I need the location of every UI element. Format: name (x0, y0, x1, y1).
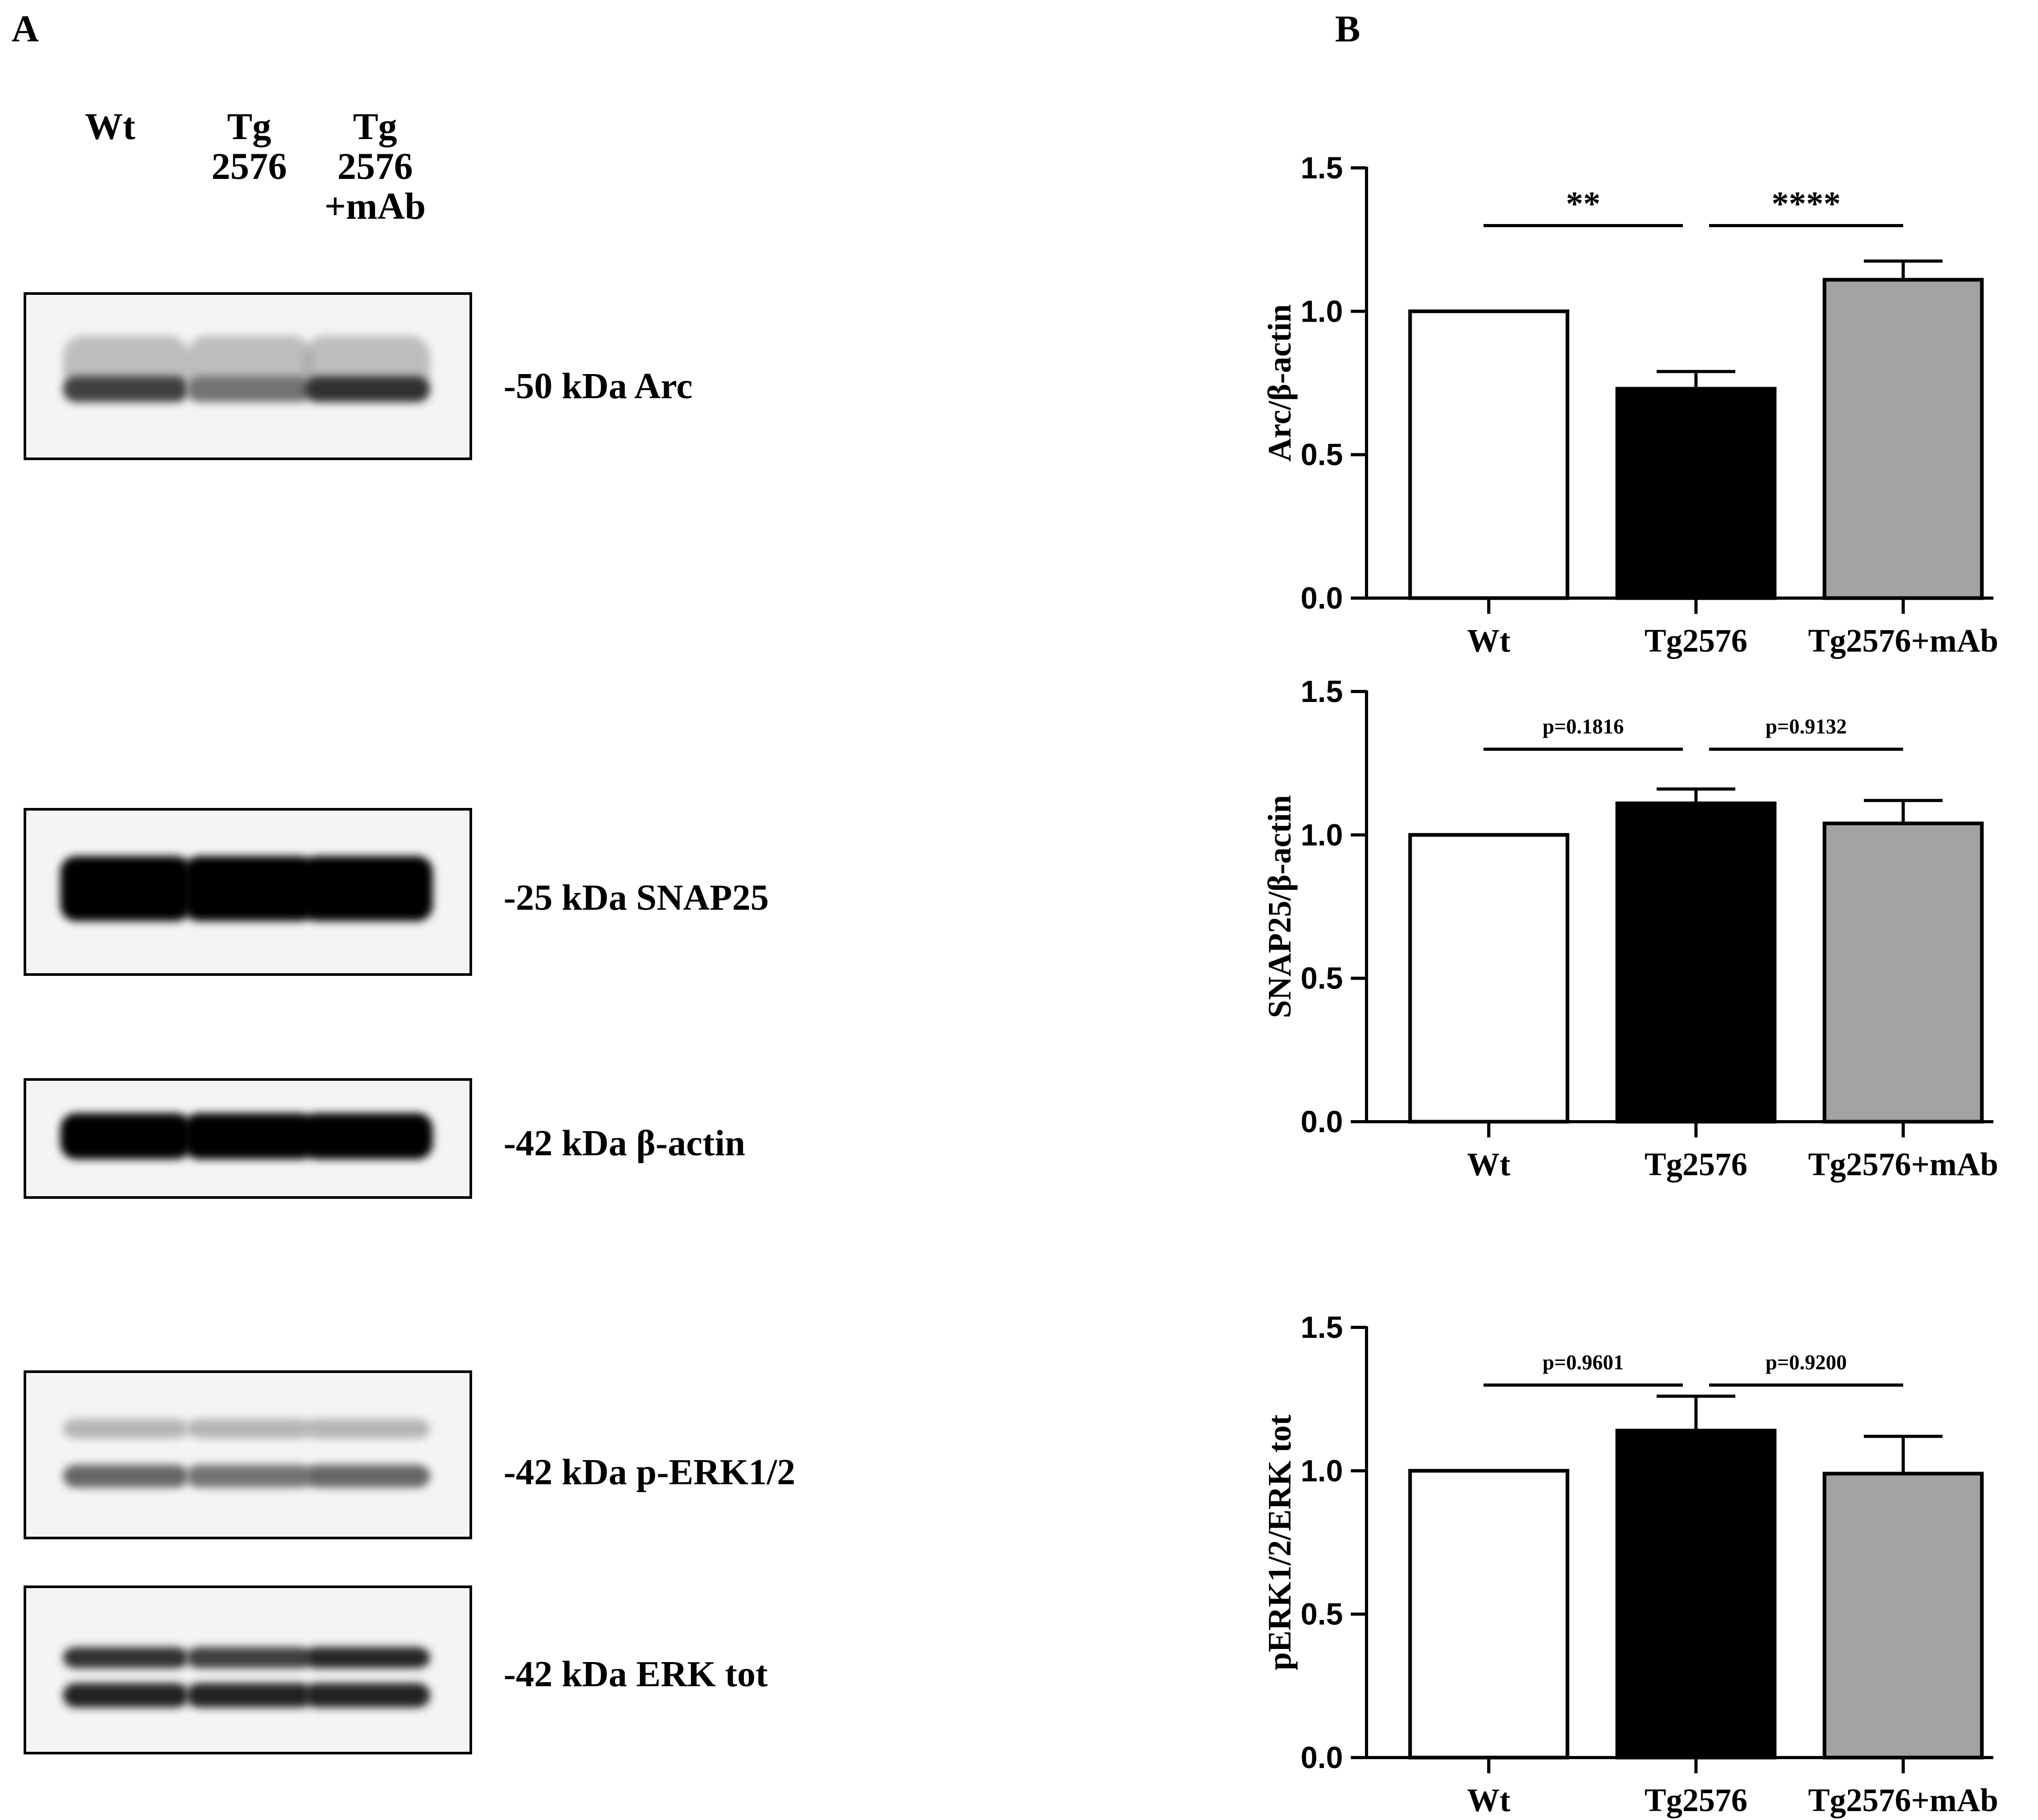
x-tick-label: Tg2576 (1645, 623, 1747, 659)
y-tick-label: 0.5 (1300, 438, 1343, 472)
bar (1408, 833, 1570, 1124)
blot-p-erk-bands (63, 1419, 430, 1488)
blot-band-upper (63, 1647, 189, 1668)
blot-band (60, 1113, 191, 1159)
x-tick-label: Tg2576+mAb (1808, 1783, 1999, 1818)
blot-band (60, 856, 191, 921)
chart-1: 0.0 0.5 1.0 1.5 Arc/β-actin Wt Tg2576 Tg2576+mA… (1262, 151, 1998, 659)
blot-band (63, 1683, 189, 1708)
blot-band-upper (63, 1419, 189, 1439)
y-tick-label: 0.0 (1300, 1105, 1343, 1139)
y-tick-label: 0.0 (1300, 1741, 1343, 1775)
blot-band (63, 376, 189, 402)
bar (1615, 1429, 1777, 1760)
y-axis-label: pERK1/2/ERK tot (1262, 1414, 1298, 1670)
comparison-label: p=0.9601 (1542, 1350, 1624, 1374)
blot-band-upper (186, 1647, 312, 1668)
bar (1822, 821, 1984, 1124)
blot-label-beta-actin: -42 kDa β-actin (504, 1123, 745, 1164)
y-tick-label: 1.5 (1300, 675, 1343, 709)
x-tick-label: Wt (1467, 623, 1511, 659)
blot-label-p-erk: -42 kDa p-ERK1/2 (504, 1452, 796, 1493)
chart-3: 0.0 0.5 1.0 1.5 pERK1/2/ERK tot Wt Tg2576 Tg257… (1262, 1311, 1998, 1818)
blot-band-upper (304, 1647, 430, 1668)
lane-label-tg2576-mab: Tg 2576 +mAb (323, 108, 428, 225)
blot-p-erk (24, 1370, 472, 1539)
lane-label-line: +mAb (324, 185, 426, 227)
blot-erk-tot (24, 1585, 472, 1754)
x-tick-label: Wt (1467, 1147, 1511, 1183)
blot-band-upper (304, 1419, 430, 1439)
bar (1408, 1468, 1570, 1760)
x-tick-label: Tg2576+mAb (1808, 1147, 1999, 1183)
comparison-label: p=0.9200 (1765, 1350, 1847, 1374)
lane-label-line: 2576 (211, 145, 287, 187)
panel-letter-a: A (12, 8, 39, 50)
x-tick-label: Tg2576 (1645, 1783, 1747, 1818)
blot-arc (24, 292, 472, 460)
comparison-label: p=0.1816 (1542, 715, 1624, 738)
lane-label-line: Tg (227, 105, 272, 147)
comparison-label: **** (1772, 185, 1841, 223)
blot-label-erk-tot: -42 kDa ERK tot (504, 1654, 768, 1695)
y-tick-label: 0.0 (1300, 581, 1343, 615)
y-tick-label: 1.0 (1300, 1454, 1343, 1488)
blot-band (63, 1464, 189, 1488)
blot-snap25 (24, 808, 472, 976)
blot-beta-actin-bands (60, 1113, 433, 1159)
lane-label-wt: Wt (68, 108, 152, 145)
lane-label-line: Tg (353, 105, 398, 147)
chart-2: 0.0 0.5 1.0 1.5 SNAP25/β-actin Wt Tg2576 Tg2576… (1262, 675, 1998, 1183)
bar (1822, 278, 1984, 600)
comparison-label: p=0.9132 (1765, 715, 1847, 738)
x-tick-label: Tg2576+mAb (1808, 623, 1999, 659)
comparison-label: ** (1566, 185, 1600, 223)
lane-label-tg2576: Tg 2576 (205, 108, 294, 185)
bar (1822, 1472, 1984, 1760)
blot-snap25-bands (60, 856, 433, 921)
blot-label-arc: -50 kDa Arc (504, 366, 693, 407)
blot-band (184, 856, 315, 921)
bar (1615, 801, 1777, 1124)
blot-band (302, 856, 433, 921)
lane-label-line: 2576 (337, 145, 413, 187)
blot-arc-bands (63, 335, 430, 402)
bar (1615, 387, 1777, 600)
blot-band (184, 1113, 315, 1159)
y-axis-label: SNAP25/β-actin (1262, 795, 1298, 1018)
panel-letter-b: B (1335, 8, 1361, 50)
blot-band (186, 376, 312, 402)
x-tick-label: Wt (1467, 1783, 1511, 1818)
blot-band (304, 376, 430, 402)
blot-label-snap25: -25 kDa SNAP25 (504, 878, 769, 918)
y-tick-label: 1.0 (1300, 818, 1343, 852)
blot-erk-tot-bands (63, 1647, 430, 1708)
blot-beta-actin (24, 1078, 472, 1199)
y-axis-label: Arc/β-actin (1262, 304, 1298, 462)
y-tick-label: 0.5 (1300, 1598, 1343, 1632)
blot-band (186, 1683, 312, 1708)
bar (1408, 309, 1570, 600)
blot-band (186, 1464, 312, 1488)
y-tick-label: 0.5 (1300, 962, 1343, 996)
y-tick-label: 1.5 (1300, 151, 1343, 185)
y-tick-label: 1.5 (1300, 1311, 1343, 1345)
blot-band (302, 1113, 433, 1159)
y-tick-label: 1.0 (1300, 294, 1343, 328)
x-tick-label: Tg2576 (1645, 1147, 1747, 1183)
blot-band (304, 1464, 430, 1488)
blot-band (304, 1683, 430, 1708)
lane-label-line: Wt (85, 105, 135, 147)
blot-band-upper (186, 1419, 312, 1439)
